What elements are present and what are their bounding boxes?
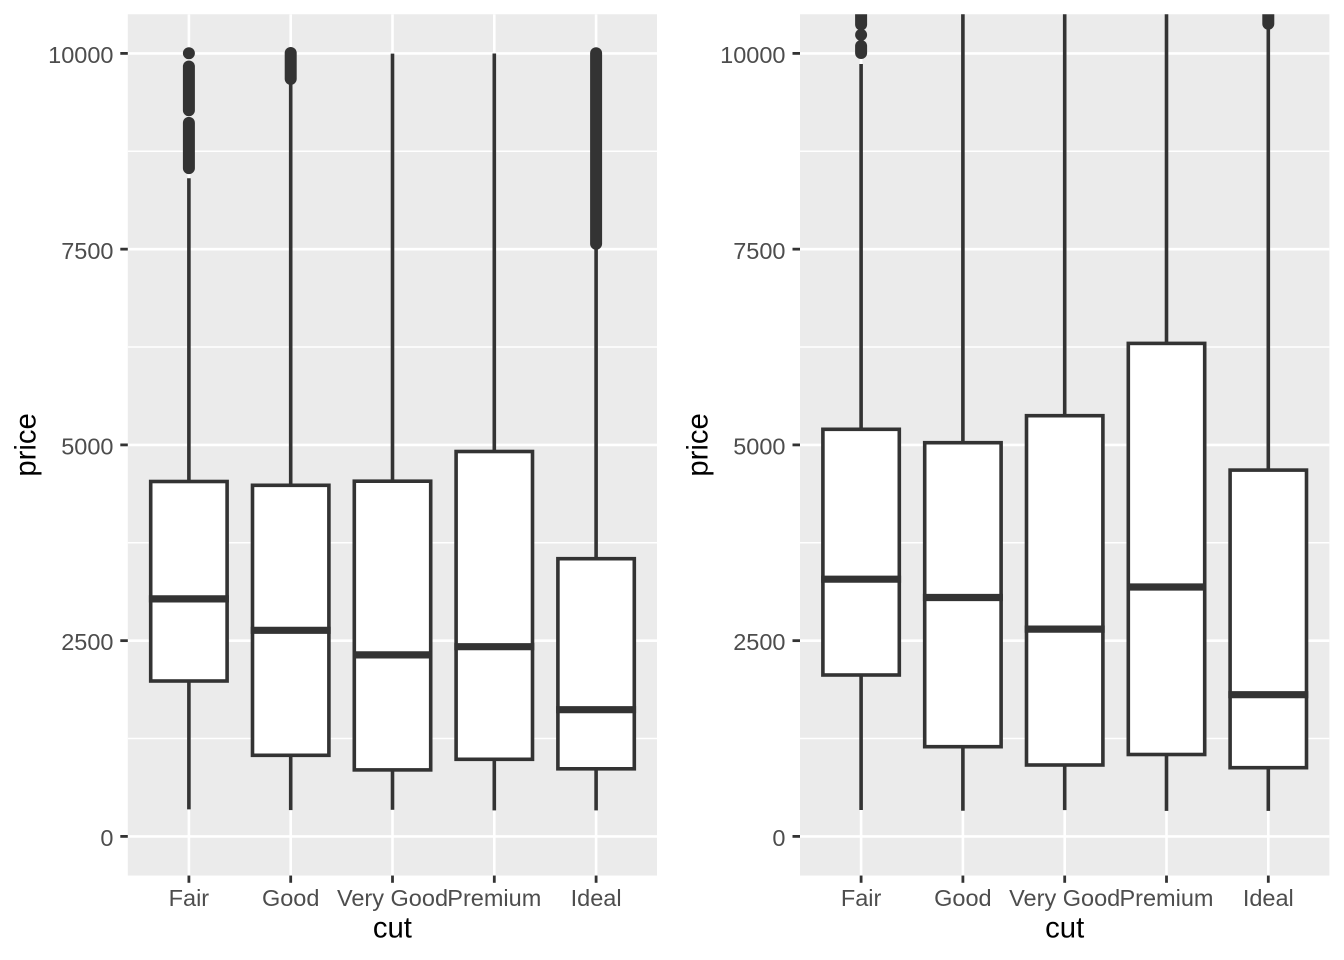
svg-text:price: price [10, 413, 43, 477]
svg-text:Premium: Premium [447, 885, 541, 911]
svg-text:Fair: Fair [841, 885, 882, 911]
svg-text:Fair: Fair [169, 885, 210, 911]
svg-text:cut: cut [373, 912, 412, 945]
svg-text:2500: 2500 [61, 629, 113, 655]
svg-text:5000: 5000 [733, 434, 785, 460]
svg-text:Good: Good [262, 885, 320, 911]
svg-text:0: 0 [772, 825, 785, 851]
svg-text:cut: cut [1045, 912, 1084, 945]
svg-text:Good: Good [934, 885, 992, 911]
svg-text:5000: 5000 [61, 434, 113, 460]
svg-text:Very Good: Very Good [1009, 885, 1120, 911]
svg-text:Ideal: Ideal [1243, 885, 1294, 911]
svg-text:price: price [682, 413, 715, 477]
svg-text:7500: 7500 [733, 238, 785, 264]
svg-text:Ideal: Ideal [571, 885, 622, 911]
svg-text:Premium: Premium [1119, 885, 1213, 911]
svg-text:10000: 10000 [720, 42, 785, 68]
svg-text:10000: 10000 [48, 42, 113, 68]
svg-text:Very Good: Very Good [337, 885, 448, 911]
svg-text:7500: 7500 [61, 238, 113, 264]
svg-text:0: 0 [100, 825, 113, 851]
svg-text:2500: 2500 [733, 629, 785, 655]
